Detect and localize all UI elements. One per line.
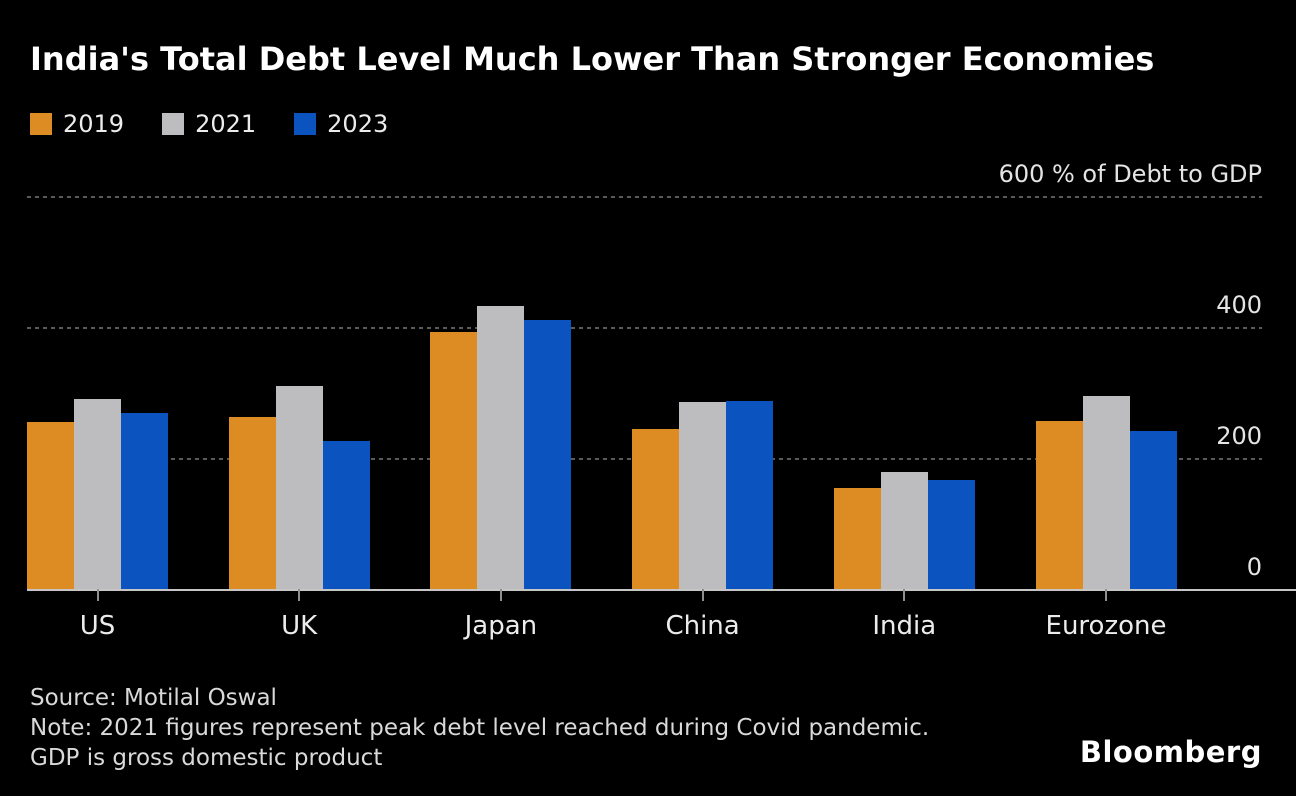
- x-axis-tick-uk: [298, 589, 301, 601]
- bar-india-2023: [927, 480, 975, 589]
- bar-group-uk: [228, 196, 370, 589]
- x-axis-tick-india: [903, 589, 906, 601]
- y-axis-label-600: 600 % of Debt to GDP: [998, 160, 1262, 188]
- legend-swatch-2023: [294, 113, 317, 135]
- legend-label-2021: 2021: [195, 110, 257, 138]
- bloomberg-logo: Bloomberg: [1079, 735, 1262, 769]
- y-axis-label-200: 200: [1216, 422, 1262, 450]
- legend-label-2023: 2023: [327, 110, 389, 138]
- note-text-line2: GDP is gross domestic product: [30, 745, 383, 771]
- bar-uk-2021: [275, 386, 323, 589]
- bar-india-2021: [880, 472, 928, 589]
- legend-item-2023: 2023: [294, 110, 388, 138]
- bar-us-2023: [121, 413, 168, 589]
- bar-group-china: [632, 196, 774, 589]
- bar-india-2019: [833, 488, 881, 589]
- legend-swatch-2019: [30, 113, 52, 135]
- bar-group-eurozone: [1035, 196, 1177, 589]
- footer: Source: Motilal Oswal Note: 2021 figures…: [30, 683, 929, 773]
- bar-eurozone-2019: [1035, 421, 1083, 589]
- x-axis-tick-japan: [499, 589, 502, 601]
- bar-uk-2023: [322, 441, 370, 589]
- x-axis-label-japan: Japan: [464, 611, 538, 641]
- bar-china-2023: [726, 401, 774, 589]
- y-axis-label-0: 0: [1246, 553, 1262, 581]
- x-axis-label-china: China: [665, 611, 740, 641]
- gridline-400: [27, 327, 1262, 329]
- chart-title: India's Total Debt Level Much Lower Than…: [30, 40, 1155, 78]
- bar-china-2021: [679, 402, 727, 589]
- x-axis-tick-china: [701, 589, 704, 601]
- bar-group-us: [27, 196, 168, 589]
- x-axis-label-eurozone: Eurozone: [1045, 611, 1167, 641]
- gridline-600: [27, 196, 1262, 198]
- bar-japan-2023: [524, 320, 572, 589]
- bar-uk-2019: [228, 417, 276, 589]
- source-text: Source: Motilal Oswal: [30, 685, 277, 711]
- bar-group-india: [833, 196, 975, 589]
- legend-label-2019: 2019: [63, 110, 125, 138]
- legend: 2019 2021 2023: [30, 110, 388, 138]
- bar-us-2021: [74, 399, 121, 589]
- x-axis-label-us: US: [79, 611, 116, 641]
- bar-japan-2021: [477, 306, 525, 589]
- bar-japan-2019: [430, 332, 478, 589]
- x-axis-tick-eurozone: [1105, 589, 1107, 601]
- x-axis-label-india: India: [872, 611, 937, 641]
- x-axis-label-uk: UK: [281, 611, 318, 641]
- note-text-line1: Note: 2021 figures represent peak debt l…: [30, 715, 930, 741]
- legend-swatch-2021: [162, 113, 185, 135]
- bar-group-japan: [430, 196, 572, 589]
- bar-us-2019: [27, 422, 74, 589]
- y-axis-label-400: 400: [1216, 291, 1262, 319]
- bar-eurozone-2021: [1082, 396, 1130, 589]
- bar-china-2019: [632, 429, 680, 589]
- x-axis-baseline: [27, 589, 1296, 591]
- legend-item-2021: 2021: [162, 110, 256, 138]
- bar-eurozone-2023: [1129, 431, 1177, 589]
- x-axis-tick-us: [96, 589, 99, 601]
- legend-item-2019: 2019: [30, 110, 124, 138]
